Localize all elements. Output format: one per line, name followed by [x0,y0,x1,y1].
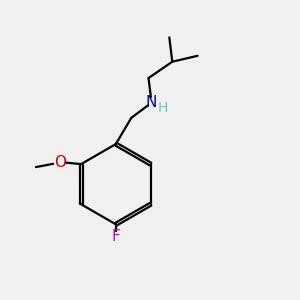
Text: F: F [111,229,120,244]
Text: N: N [146,95,157,110]
Text: O: O [54,155,66,170]
Text: H: H [158,101,168,115]
